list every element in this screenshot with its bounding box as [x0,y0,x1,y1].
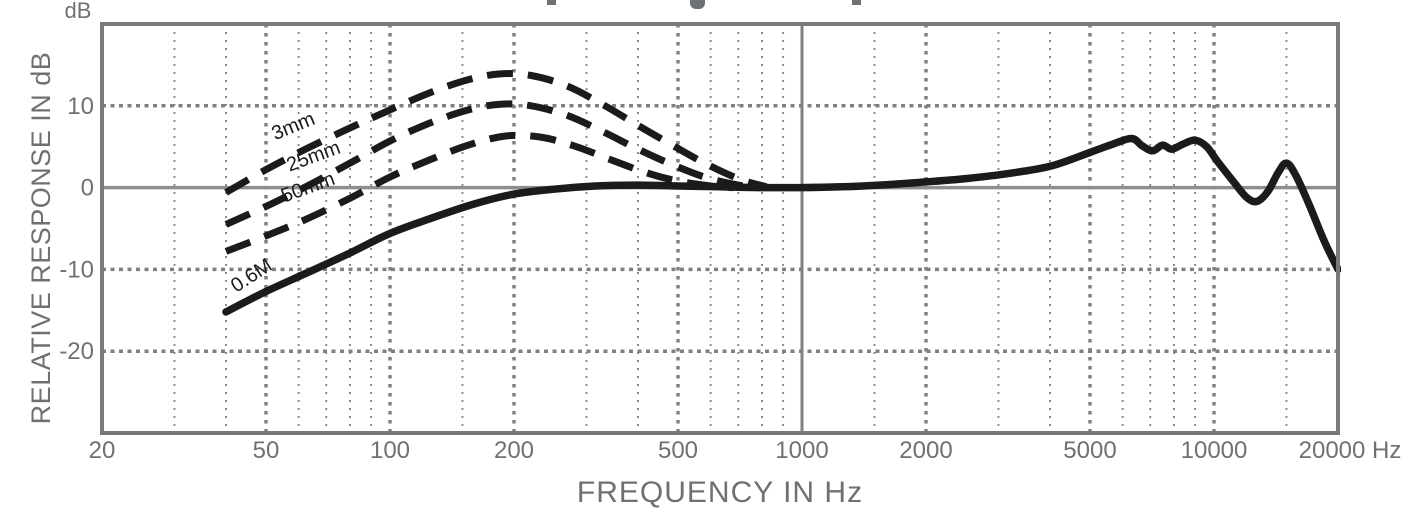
y-axis-unit-label: dB [64,0,92,23]
y-tick-0: 0 [81,175,94,202]
x-tick-10000: 10000 [1181,437,1248,464]
x-tick-labels: 20 50 100 200 500 1000 2000 5000 10000 20000 Hz [89,437,1402,464]
x-tick-20000: 20000 [1299,437,1366,464]
x-tick-1000: 1000 [775,437,828,464]
x-tick-20: 20 [89,437,116,464]
y-tick--10: -10 [59,256,94,283]
plot-frame [100,22,1340,435]
clipped-title-fragment-1 [547,0,556,5]
x-tick-100: 100 [370,437,410,464]
curve-label-3mm: 3mm [269,108,318,145]
curve-3mm [224,70,768,196]
clipped-title-fragment-2 [690,0,705,9]
y-tick-10: 10 [67,93,94,120]
grid-minor [173,24,1288,433]
x-axis-unit-suffix: Hz [1372,437,1401,464]
curve-0.6M [222,134,1341,316]
x-tick-5000: 5000 [1063,437,1116,464]
y-tick-labels: 10 0 -10 -20 [59,93,94,365]
curve-25mm [224,100,761,228]
y-tick--20: -20 [59,338,94,365]
x-tick-500: 500 [658,437,698,464]
curve-label-50mm: 50mm [278,168,338,208]
curve-50mm [224,131,734,255]
x-axis-title: FREQUENCY IN Hz [576,476,864,509]
x-tick-2000: 2000 [899,437,952,464]
clipped-title-fragment-3 [852,0,861,5]
x-tick-50: 50 [253,437,280,464]
x-tick-200: 200 [494,437,534,464]
